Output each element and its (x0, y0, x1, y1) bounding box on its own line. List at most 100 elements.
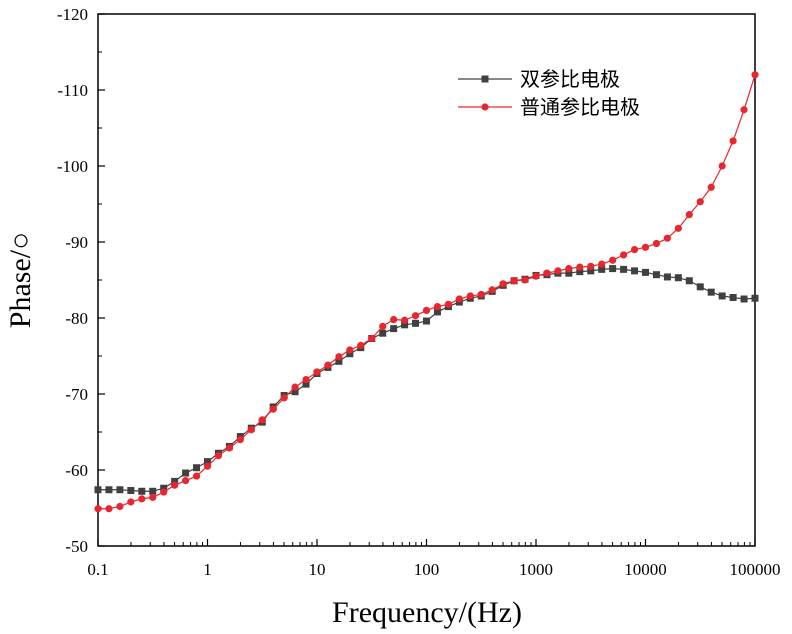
data-point (291, 388, 299, 396)
data-point (379, 329, 387, 337)
data-point (346, 346, 354, 354)
legend-marker-dual-reference (481, 75, 489, 83)
data-point (412, 319, 420, 327)
y-tick-label: -80 (65, 309, 88, 328)
data-point (302, 380, 310, 388)
data-point (620, 265, 628, 273)
data-point (729, 293, 737, 301)
data-point (696, 198, 704, 206)
data-point (663, 273, 671, 281)
data-point (302, 375, 310, 384)
data-point (609, 256, 617, 264)
data-point (433, 308, 441, 316)
data-point (411, 312, 420, 320)
series-ordinary-reference (94, 71, 759, 513)
data-point (138, 495, 146, 503)
data-point (488, 286, 496, 294)
data-point (630, 246, 639, 254)
y-tick-label: -110 (57, 81, 88, 100)
data-point (510, 277, 518, 285)
data-point (641, 243, 650, 251)
data-point (269, 405, 277, 413)
data-point (94, 505, 102, 513)
data-point (401, 321, 409, 329)
series-layer (94, 71, 759, 513)
data-point (171, 477, 179, 485)
data-point (116, 486, 124, 494)
data-point (192, 472, 201, 480)
x-tick-label: 0.1 (87, 560, 108, 579)
data-point (105, 505, 113, 513)
axis-ticks (97, 13, 756, 547)
data-point (455, 295, 463, 303)
data-point (685, 211, 693, 219)
data-point (707, 183, 715, 191)
y-tick-label: -70 (65, 385, 88, 404)
data-point (225, 444, 234, 452)
y-tick-label: -90 (65, 233, 88, 252)
y-tick-label: -50 (65, 537, 88, 556)
data-point (116, 502, 124, 511)
data-point (576, 263, 584, 271)
legend-label-ordinary-reference: 普通参比电极 (520, 96, 640, 119)
data-point (532, 272, 540, 280)
x-tick-label: 10 (309, 560, 326, 579)
data-point (521, 276, 529, 284)
data-point (160, 484, 168, 492)
data-point (433, 303, 442, 311)
data-point (291, 383, 299, 391)
series-dual-reference (94, 265, 759, 495)
y-tick-label: -100 (57, 157, 88, 176)
data-point (390, 325, 398, 333)
data-point (182, 477, 190, 485)
data-point (379, 322, 387, 330)
data-point (214, 451, 223, 460)
data-point (751, 71, 759, 79)
data-point (587, 262, 595, 270)
data-point (138, 487, 146, 495)
series-line (98, 267, 756, 492)
data-point (598, 260, 606, 268)
series-line (98, 74, 756, 510)
data-point (390, 315, 398, 324)
data-point (127, 498, 135, 506)
data-point (685, 277, 693, 285)
x-tick-label: 1000 (519, 560, 553, 579)
data-point (631, 267, 639, 275)
data-point (554, 267, 562, 275)
x-axis-title: Frequency/(Hz) (332, 596, 522, 629)
data-point (368, 334, 376, 343)
data-point (247, 426, 255, 434)
data-point (149, 493, 157, 501)
data-point (171, 481, 179, 489)
data-point (477, 290, 485, 299)
x-tick-label: 1 (203, 560, 212, 579)
data-point (182, 469, 190, 477)
data-point (204, 458, 211, 466)
y-tick-label: -60 (65, 461, 88, 480)
data-point (193, 464, 201, 472)
data-point (160, 488, 168, 496)
data-point (335, 353, 343, 361)
data-point (587, 267, 595, 275)
data-point (663, 234, 672, 242)
data-point (499, 280, 507, 288)
data-point (335, 357, 343, 365)
data-point (609, 265, 617, 273)
data-point (444, 300, 453, 308)
data-point (707, 288, 715, 296)
data-point (94, 486, 102, 494)
y-axis-title: Phase/○ (4, 232, 37, 328)
data-point (740, 106, 748, 114)
data-point (543, 269, 551, 277)
data-point (149, 487, 157, 495)
legend-marker-ordinary-reference (481, 103, 489, 111)
data-point (127, 487, 135, 495)
data-point (642, 268, 649, 276)
data-point (718, 162, 726, 170)
data-point (620, 251, 628, 259)
data-point (280, 394, 288, 402)
data-point (718, 292, 726, 300)
data-point (203, 462, 212, 470)
